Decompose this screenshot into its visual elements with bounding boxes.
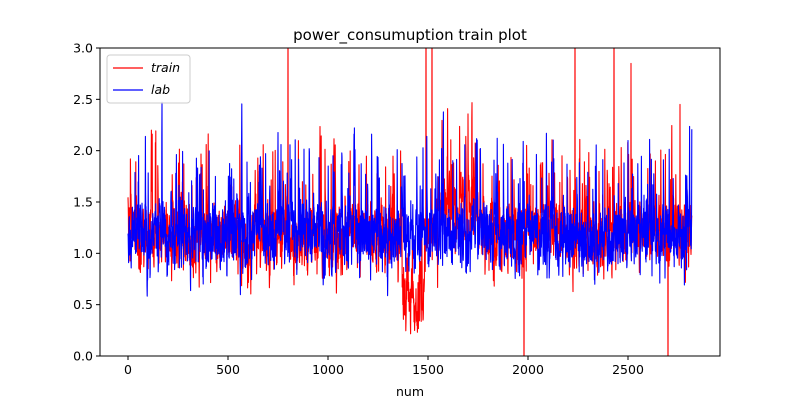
x-tick-label: 1000: [312, 362, 344, 377]
chart-title: power_consumuption train plot: [293, 26, 527, 45]
y-tick-label: 1.5: [73, 195, 93, 210]
x-tick-label: 0: [124, 362, 132, 377]
y-tick-label: 1.0: [73, 246, 93, 261]
y-tick-label: 3.0: [73, 41, 93, 56]
y-tick-label: 0.0: [73, 349, 93, 364]
legend-box: [106, 54, 191, 104]
legend-label-train: train: [151, 60, 180, 75]
x-axis-label: num: [396, 384, 424, 399]
series-layer: [127, 48, 693, 356]
series-line-lab: [127, 101, 693, 297]
x-tick-label: 2000: [512, 362, 544, 377]
x-tick-label: 1500: [412, 362, 444, 377]
y-tick-label: 2.0: [73, 143, 93, 158]
y-tick-label: 0.5: [73, 297, 93, 312]
legend: train lab: [106, 54, 191, 104]
y-axis: 0.0 0.5 1.0 1.5 2.0 2.5 3.0: [73, 41, 100, 364]
legend-label-lab: lab: [151, 82, 170, 97]
y-tick-label: 2.5: [73, 92, 93, 107]
x-tick-label: 2500: [612, 362, 644, 377]
x-tick-label: 500: [216, 362, 240, 377]
x-axis: 0 500 1000 1500 2000 2500: [124, 356, 644, 377]
